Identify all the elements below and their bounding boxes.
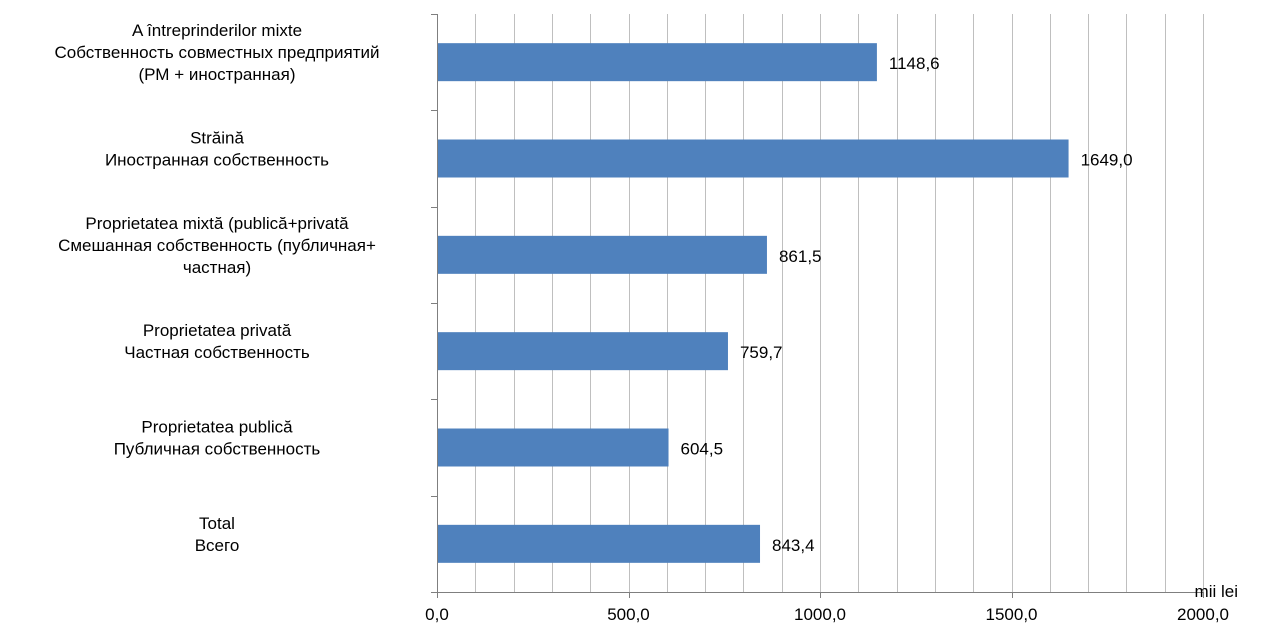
data-label: 1649,0	[1081, 151, 1133, 170]
data-label: 759,7	[740, 343, 783, 362]
x-tick-label: 0,0	[425, 605, 449, 624]
category-label: Străină	[190, 129, 244, 148]
bar	[437, 139, 1069, 178]
category-label: Proprietatea publică	[141, 418, 293, 437]
data-label: 861,5	[779, 247, 822, 266]
category-label: Смешанная собственность (публичная+	[58, 236, 376, 255]
bar	[437, 524, 761, 563]
x-tick-label: 500,0	[607, 605, 650, 624]
axes	[431, 14, 1204, 598]
category-label: Proprietatea privată	[143, 321, 292, 340]
bar	[437, 235, 767, 274]
unit-label: mii lei	[1195, 582, 1238, 601]
category-label: A întreprinderilor mixte	[132, 21, 302, 40]
x-tick-label: 1000,0	[794, 605, 846, 624]
category-label: Публичная собственность	[114, 440, 321, 459]
data-label: 843,4	[772, 536, 815, 555]
category-label: Частная собственность	[124, 343, 310, 362]
category-label: частная)	[183, 258, 251, 277]
category-label: Proprietatea mixtă (publică+privată	[85, 214, 349, 233]
category-label: Всего	[195, 536, 240, 555]
category-label: (РМ + иностранная)	[139, 65, 296, 84]
category-label: Total	[199, 514, 235, 533]
x-tick-label: 1500,0	[986, 605, 1038, 624]
labels: 1148,6 A întreprinderilor mixte Собственно…	[54, 21, 1229, 624]
category-label: Собственность совместных предприятий	[54, 43, 379, 62]
category-label: Иностранная собственность	[105, 151, 329, 170]
gridlines	[475, 14, 1204, 592]
bars	[437, 43, 1069, 563]
bar	[437, 332, 728, 371]
data-label: 604,5	[681, 440, 724, 459]
bar	[437, 43, 877, 82]
bar	[437, 428, 669, 467]
data-label: 1148,6	[889, 54, 940, 73]
x-tick-label: 2000,0	[1177, 605, 1229, 624]
